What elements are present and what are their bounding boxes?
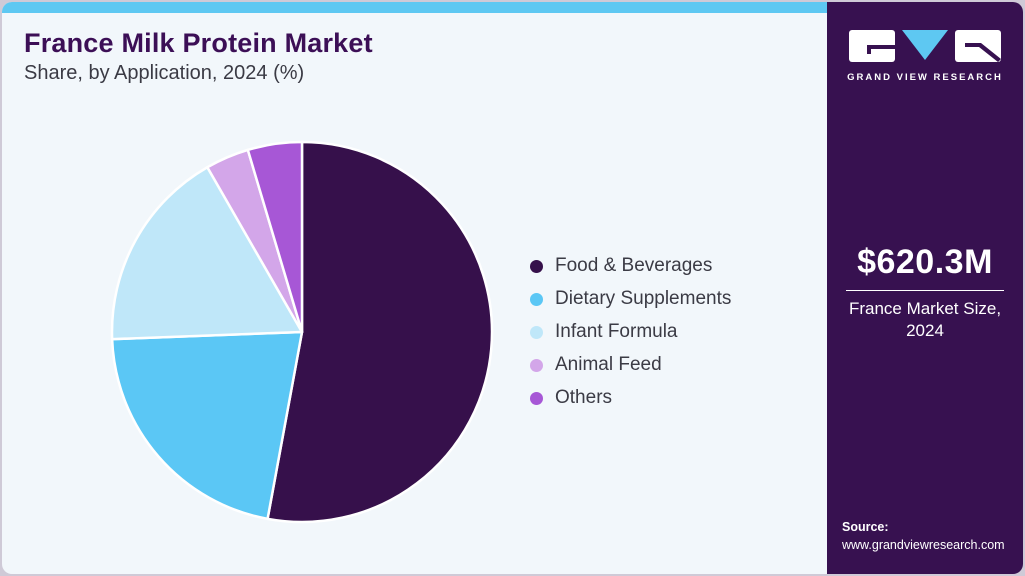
top-accent-bar: [2, 2, 827, 13]
legend-dot-icon: [530, 325, 543, 339]
brand-name: GRAND VIEW RESEARCH: [847, 72, 1003, 83]
page-subtitle: Share, by Application, 2024 (%): [24, 62, 305, 84]
market-size-block: $620.3M France Market Size, 2024: [827, 243, 1023, 343]
page-title: France Milk Protein Market: [24, 28, 373, 58]
market-size-label: France Market Size, 2024: [827, 298, 1023, 343]
source-url[interactable]: www.grandviewresearch.com: [842, 537, 1005, 552]
pie-chart: [107, 137, 497, 527]
legend-label: Dietary Supplements: [555, 288, 732, 309]
sidebar: GRAND VIEW RESEARCH $620.3M France Marke…: [827, 2, 1023, 574]
pie-chart-svg: [110, 140, 494, 524]
market-size-label-line2: 2024: [906, 321, 944, 341]
legend-item-others: Others: [530, 387, 731, 408]
legend-dot-icon: [530, 391, 543, 405]
pie-slice-food-beverages: [266, 140, 494, 524]
source-block: Source: www.grandviewresearch.com: [842, 518, 1005, 554]
legend-dot-icon: [530, 292, 543, 306]
market-size-label-line1: France Market Size,: [848, 299, 1002, 318]
legend-label: Infant Formula: [555, 321, 678, 342]
market-size-value: $620.3M: [857, 243, 993, 281]
legend-item-animal-feed: Animal Feed: [530, 354, 731, 375]
legend-item-infant-formula: Infant Formula: [530, 321, 731, 342]
legend-label: Animal Feed: [555, 354, 662, 375]
legend-label: Food & Beverages: [555, 255, 713, 276]
legend-label: Others: [555, 387, 613, 408]
chart-area: France Milk Protein Market Share, by App…: [2, 2, 827, 574]
pie-slice-others: [246, 140, 304, 334]
pie-slice-infant-formula: [110, 166, 304, 341]
source-label: Source:: [842, 519, 889, 534]
legend-dot-icon: [530, 358, 543, 372]
divider: [846, 290, 1004, 291]
legend-item-dietary-supplements: Dietary Supplements: [530, 288, 732, 309]
pie-slice-dietary-supplements: [110, 330, 304, 521]
legend-dot-icon: [530, 259, 543, 273]
chart-legend: Food & Beverages Dietary Supplements Infan…: [530, 255, 732, 421]
brand-logo: GRAND VIEW RESEARCH: [827, 28, 1023, 83]
legend-item-food-beverages: Food & Beverages: [530, 255, 731, 276]
gvr-logo-icon: [849, 30, 1001, 62]
